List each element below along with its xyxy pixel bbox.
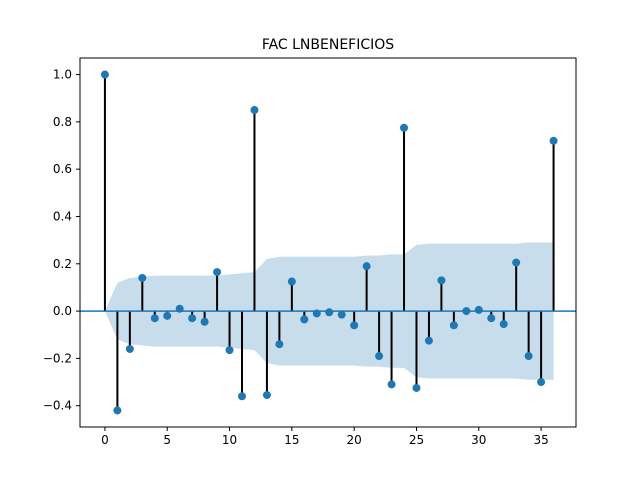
chart-title: FAC LNBENEFICIOS: [262, 37, 394, 53]
acf-point: [537, 378, 546, 387]
x-tick-label: 15: [284, 433, 299, 447]
y-tick-label: 0.8: [53, 115, 72, 129]
acf-point: [163, 311, 172, 320]
y-axis: −0.4 −0.2 0.0 0.2 0.4 0.6 0.8 1.0: [43, 68, 80, 413]
plot-area: [80, 70, 576, 415]
x-tick-label: 35: [533, 433, 548, 447]
acf-point: [437, 276, 446, 285]
acf-point: [549, 136, 558, 145]
acf-point: [113, 406, 122, 415]
plot-frame: [79, 57, 577, 428]
acf-point: [524, 352, 533, 361]
acf-point: [474, 305, 483, 314]
x-tick-label: 5: [163, 433, 171, 447]
acf-point: [449, 321, 458, 330]
acf-point: [499, 320, 508, 329]
acf-point: [238, 392, 247, 401]
x-tick-label: 30: [471, 433, 486, 447]
acf-point: [250, 106, 259, 115]
acf-point: [350, 321, 359, 330]
acf-point: [424, 336, 433, 345]
y-tick-label: 0.4: [53, 209, 72, 223]
acf-point: [300, 315, 309, 324]
acf-point: [337, 310, 346, 319]
acf-point: [375, 352, 384, 361]
y-tick-label: 1.0: [53, 68, 72, 82]
acf-point: [213, 268, 222, 277]
y-tick-label: −0.2: [43, 351, 72, 365]
acf-point: [400, 123, 409, 132]
y-tick-label: −0.4: [43, 399, 72, 413]
x-tick-label: 10: [222, 433, 237, 447]
acf-point: [412, 383, 421, 392]
y-tick-label: 0.6: [53, 162, 72, 176]
acf-point: [188, 314, 197, 323]
x-axis: 0 5 10 15 20 25 30 35: [101, 427, 549, 447]
acf-point: [100, 70, 109, 79]
acf-point: [512, 258, 521, 267]
acf-point: [325, 308, 334, 317]
acf-point: [362, 262, 371, 271]
acf-point: [138, 273, 147, 282]
x-tick-label: 25: [409, 433, 424, 447]
acf-point: [387, 380, 396, 389]
x-tick-label: 20: [347, 433, 362, 447]
y-tick-label: 0.0: [53, 304, 72, 318]
acf-point: [487, 314, 496, 323]
acf-point: [462, 307, 471, 316]
acf-point: [225, 346, 234, 355]
acf-point: [287, 277, 296, 286]
acf-point: [125, 344, 134, 353]
acf-point: [200, 317, 209, 326]
acf-point: [262, 391, 271, 400]
acf-point: [150, 314, 159, 323]
x-tick-label: 0: [101, 433, 109, 447]
y-tick-label: 0.2: [53, 257, 72, 271]
acf-point: [275, 340, 284, 349]
acf-point: [175, 304, 184, 313]
acf-point: [312, 309, 321, 318]
